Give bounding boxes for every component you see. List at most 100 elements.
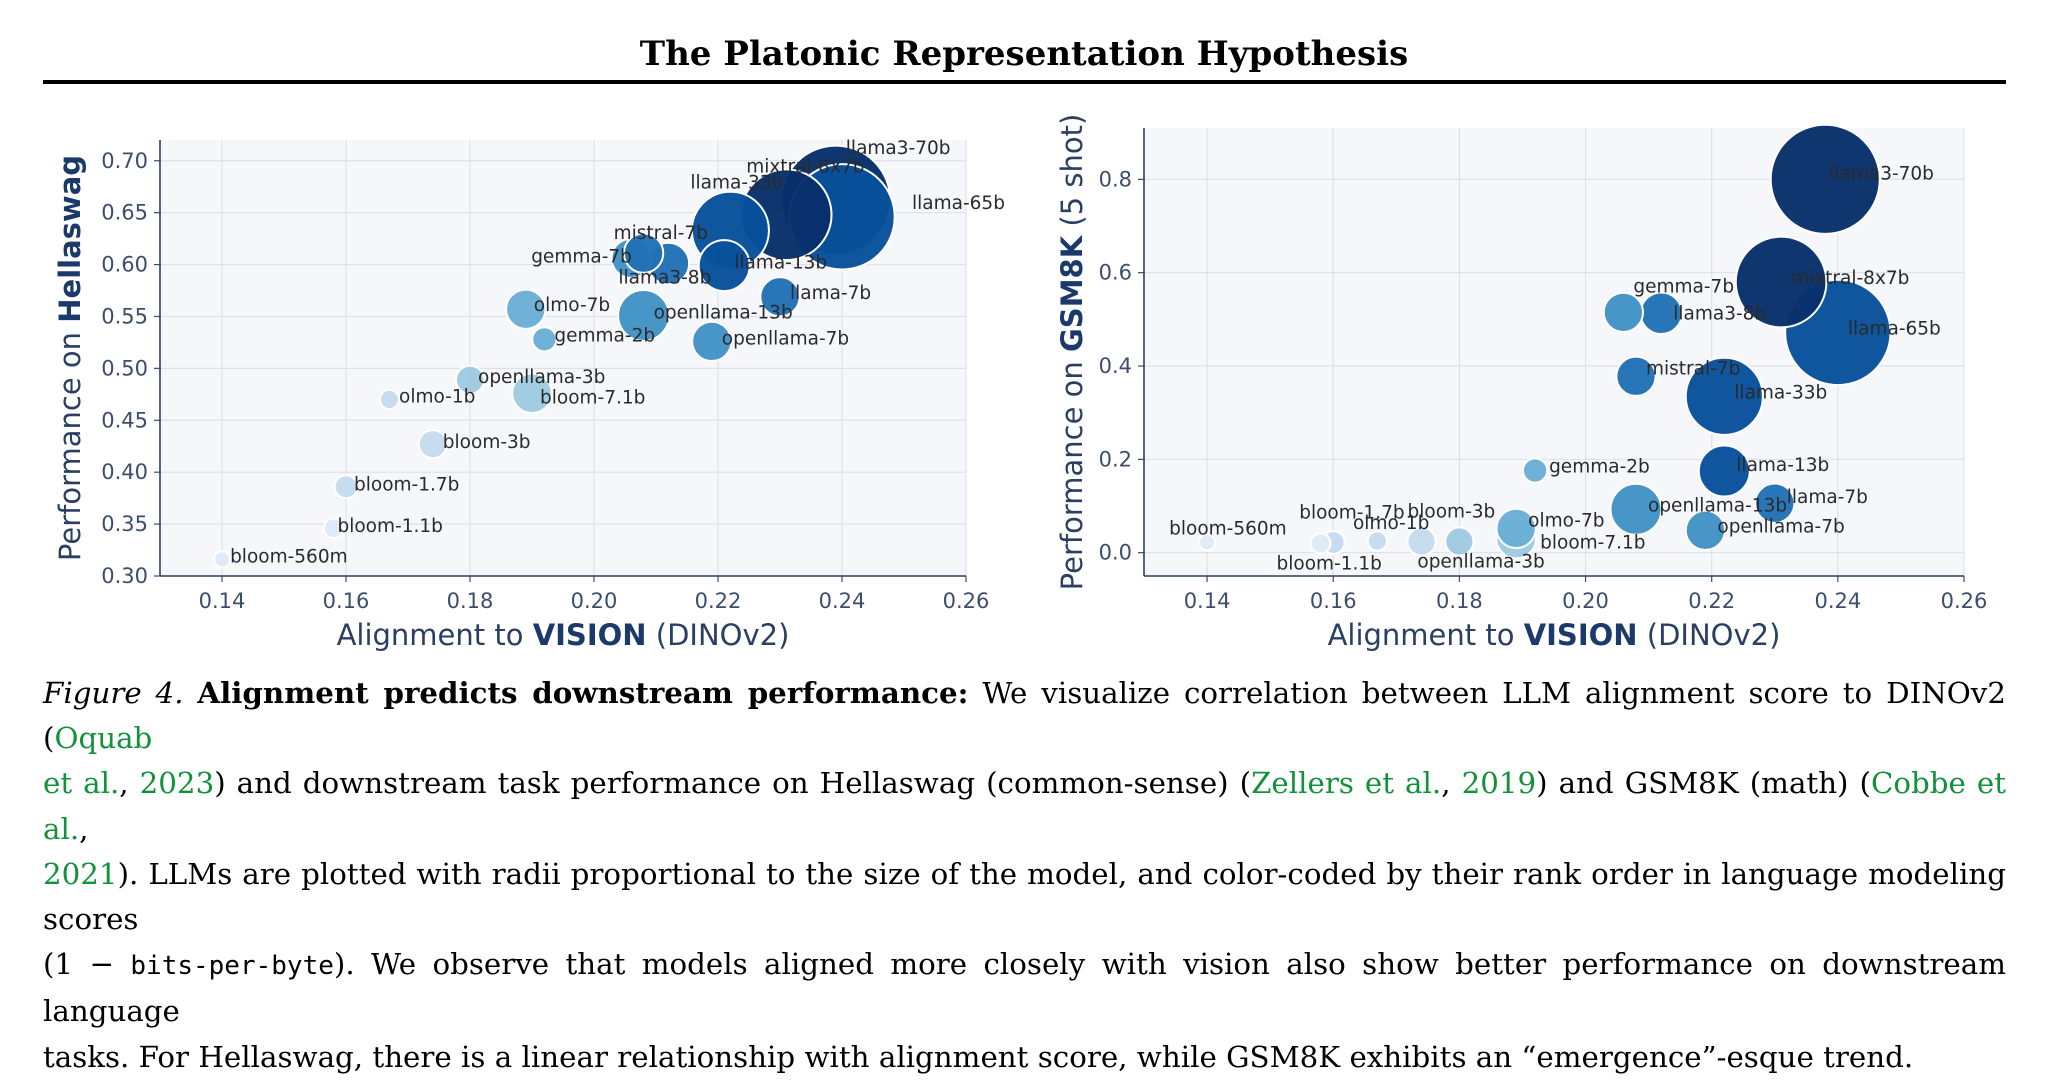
caption-code-bits-per-byte: bits-per-byte [130, 951, 334, 982]
bubble-llama-13b [1697, 444, 1751, 498]
point-label-bloom-1.1b: bloom-1.1b [337, 516, 442, 537]
citation-link-oquab[interactable]: Oquab [54, 721, 153, 756]
caption-text: tasks. For Hellaswag, there is a linear … [43, 1039, 1914, 1074]
page-header-title: The Platonic Representation Hypothesis [639, 34, 1409, 74]
point-label-openllama-13b: openllama-13b [654, 302, 793, 323]
caption-bold-title: Alignment predicts downstream performanc… [197, 675, 969, 710]
point-label-bloom-1.7b: bloom-1.7b [354, 475, 459, 496]
bubble-openllama-7b [691, 320, 733, 363]
point-label-mixtral-8x7b: mixtral-8x7b [746, 157, 864, 178]
point-label-llama3-8b: llama3-8b [618, 268, 711, 289]
caption-line-1: Figure 4. Alignment predicts downstream … [43, 670, 2006, 761]
point-label-openllama-7b: openllama-7b [722, 328, 849, 349]
x-tick-label: 0.22 [1688, 589, 1735, 613]
caption-line-4: (1 − bits-per-byte). We observe that mod… [43, 942, 2006, 1034]
x-axis-title: Alignment to VISION (DINOv2) [337, 618, 790, 652]
y-tick-label: 0.50 [101, 356, 148, 380]
point-label-gemma-7b: gemma-7b [531, 246, 632, 267]
y-tick-label: 0.35 [101, 512, 148, 536]
x-tick-label: 0.14 [199, 589, 246, 613]
bubble-olmo-1b [1366, 530, 1388, 552]
bubble-llama-7b [1754, 482, 1796, 524]
point-label-bloom-1.7b: bloom-1.7b [1299, 502, 1404, 523]
point-label-bloom-3b: bloom-3b [1408, 501, 1496, 522]
point-label-llama3-70b: llama3-70b [846, 138, 951, 159]
x-tick-label: 0.24 [819, 589, 866, 613]
point-label-olmo-7b: olmo-7b [534, 295, 610, 316]
caption-line-5: tasks. For Hellaswag, there is a linear … [43, 1035, 2006, 1080]
point-label-llama-7b: llama-7b [790, 283, 871, 304]
point-label-llama-7b: llama-7b [1787, 487, 1868, 508]
point-label-llama-33b: llama-33b [690, 172, 783, 193]
x-tick-label: 0.16 [323, 589, 370, 613]
point-label-llama-13b: llama-13b [1736, 455, 1829, 476]
y-tick-label: 0.55 [101, 304, 148, 328]
citation-year-2019[interactable]: 2019 [1461, 766, 1537, 801]
caption-separator: , [79, 811, 89, 846]
bubble-bloom-1.1b [322, 517, 345, 540]
citation-link-zellers[interactable]: Zellers et al. [1251, 766, 1442, 801]
x-tick-label: 0.18 [447, 589, 494, 613]
x-tick-label: 0.22 [695, 589, 742, 613]
y-tick-label: 0.60 [101, 253, 148, 277]
x-axis-title: Alignment to VISION (DINOv2) [1328, 618, 1781, 652]
citation-year-2021[interactable]: 2021 [43, 856, 118, 891]
y-tick-label: 0.4 [1099, 354, 1132, 378]
bubble-llama-13b [697, 239, 751, 293]
citation-year-2023[interactable]: 2023 [139, 766, 215, 801]
caption-figure-label: Figure 4. [43, 676, 184, 710]
bubble-llama-7b [759, 276, 801, 318]
point-label-olmo-1b: olmo-1b [399, 387, 475, 408]
x-tick-label: 0.14 [1184, 589, 1231, 613]
y-tick-label: 0.70 [101, 149, 148, 173]
point-label-gemma-2b: gemma-2b [1549, 457, 1650, 478]
bubble-bloom-1.1b [1309, 532, 1332, 555]
bubble-bloom-1.7b [333, 474, 359, 500]
caption-line-3: 2021). LLMs are plotted with radii propo… [43, 852, 2006, 942]
bubble-olmo-7b [505, 288, 547, 330]
citation-link-cobbe[interactable]: Cobbe et al. [43, 766, 2006, 846]
caption-text: ). LLMs are plotted with radii proportio… [43, 856, 2006, 937]
x-tick-label: 0.24 [1814, 589, 1861, 613]
bubble-bloom-560m [1198, 533, 1217, 552]
bubble-openllama-3b [1444, 526, 1475, 557]
bubble-llama-33b [1684, 356, 1764, 436]
point-label-gemma-7b: gemma-7b [1633, 276, 1734, 297]
header-divider [43, 80, 2006, 84]
point-label-mixtral-8x7b: mixtral-8x7b [1791, 268, 1909, 289]
bubble-bloom-560m [212, 550, 232, 569]
caption-text: We visualize correlation between LLM ali… [43, 676, 2006, 756]
caption-separator: , [119, 766, 140, 801]
point-label-llama-65b: llama-65b [1848, 318, 1941, 339]
point-label-bloom-560m: bloom-560m [1169, 518, 1287, 539]
bubble-olmo-1b [378, 388, 400, 411]
x-tick-label: 0.16 [1310, 589, 1357, 613]
y-tick-label: 0.8 [1099, 167, 1132, 191]
point-label-mistral-7b: mistral-7b [614, 223, 708, 244]
point-label-llama3-8b: llama3-8b [1673, 303, 1766, 324]
bubble-gemma-2b [531, 326, 558, 353]
point-label-openllama-7b: openllama-7b [1717, 516, 1844, 537]
x-tick-label: 0.18 [1436, 589, 1483, 613]
y-tick-label: 0.6 [1099, 261, 1132, 285]
citation-link-oquab-etal[interactable]: et al. [43, 766, 120, 801]
point-label-openllama-13b: openllama-13b [1648, 495, 1787, 516]
x-tick-label: 0.26 [943, 589, 990, 613]
point-label-openllama-3b: openllama-3b [478, 367, 605, 388]
point-label-llama-33b: llama-33b [1734, 382, 1827, 403]
bubble-gemma-2b [1521, 457, 1549, 484]
bubble-openllama-3b [454, 364, 486, 395]
caption-text: ) and downstream task performance on Hel… [214, 766, 1252, 801]
y-tick-label: 0.2 [1099, 447, 1132, 471]
bubble-mistral-7b [1615, 355, 1657, 397]
caption-text: (1 − [43, 947, 131, 982]
bubble-bloom-7.1b [511, 372, 553, 415]
caption-text: ). We observe that models aligned more c… [43, 947, 2006, 1029]
bubble-llama3-70b [1769, 123, 1881, 235]
caption-line-2: et al., 2023) and downstream task perfor… [43, 761, 2006, 851]
bubble-bloom-3b [1406, 526, 1437, 557]
caption-text: ) and GSM8K (math) ( [1536, 766, 1871, 801]
y-tick-label: 0.65 [101, 201, 148, 225]
point-label-bloom-560m: bloom-560m [230, 546, 348, 567]
x-tick-label: 0.20 [1562, 589, 1609, 613]
